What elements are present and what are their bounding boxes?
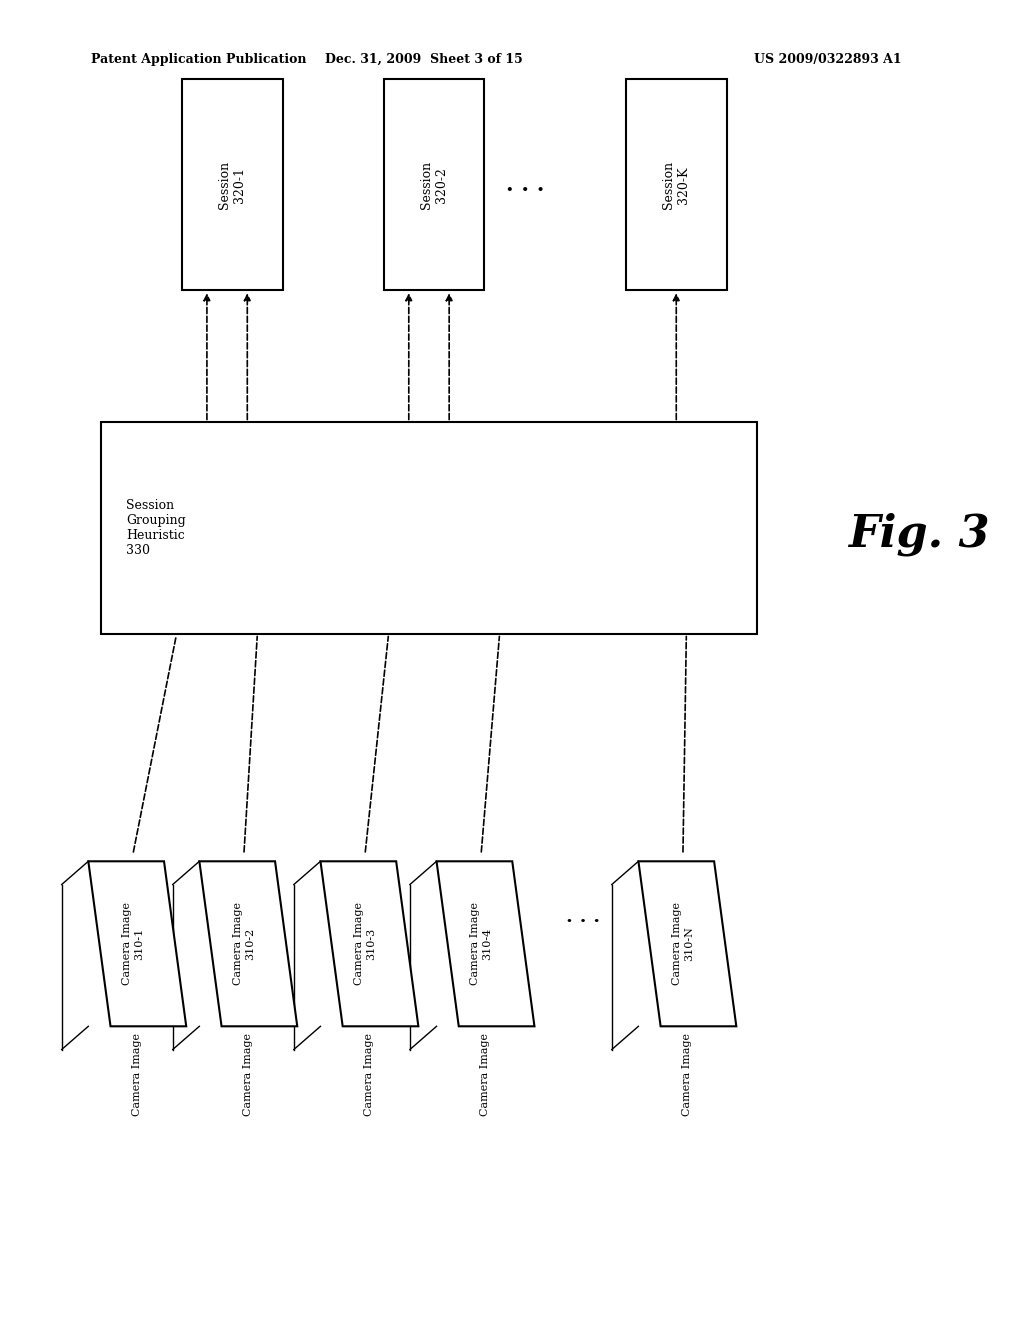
Text: Patent Application Publication: Patent Application Publication: [91, 53, 306, 66]
Text: . . .: . . .: [566, 908, 600, 927]
Polygon shape: [88, 862, 186, 1027]
FancyBboxPatch shape: [626, 79, 727, 290]
Text: Camera Image
310-4: Camera Image 310-4: [470, 903, 492, 985]
Polygon shape: [638, 862, 736, 1027]
Text: Camera Image: Camera Image: [132, 1032, 142, 1115]
Text: Camera Image
310-3: Camera Image 310-3: [354, 903, 376, 985]
Text: Session
320-2: Session 320-2: [420, 161, 449, 209]
Text: Camera Image
310-1: Camera Image 310-1: [122, 903, 143, 985]
Text: Session
320-K: Session 320-K: [663, 161, 690, 209]
Text: US 2009/0322893 A1: US 2009/0322893 A1: [754, 53, 901, 66]
Text: Camera Image: Camera Image: [365, 1032, 375, 1115]
Text: Fig. 3: Fig. 3: [848, 513, 989, 556]
Polygon shape: [200, 862, 297, 1027]
FancyBboxPatch shape: [181, 79, 283, 290]
Text: Camera Image: Camera Image: [244, 1032, 253, 1115]
Text: Camera Image: Camera Image: [480, 1032, 490, 1115]
Text: . . .: . . .: [506, 174, 544, 195]
Text: Camera Image: Camera Image: [682, 1032, 692, 1115]
Polygon shape: [436, 862, 535, 1027]
FancyBboxPatch shape: [384, 79, 484, 290]
FancyBboxPatch shape: [101, 422, 757, 634]
Text: Session
Grouping
Heuristic
330: Session Grouping Heuristic 330: [126, 499, 186, 557]
Polygon shape: [321, 862, 419, 1027]
Text: Camera Image
310-N: Camera Image 310-N: [672, 903, 693, 985]
Text: Dec. 31, 2009  Sheet 3 of 15: Dec. 31, 2009 Sheet 3 of 15: [325, 53, 523, 66]
Text: Camera Image
310-2: Camera Image 310-2: [233, 903, 255, 985]
Text: Session
320-1: Session 320-1: [218, 161, 246, 209]
